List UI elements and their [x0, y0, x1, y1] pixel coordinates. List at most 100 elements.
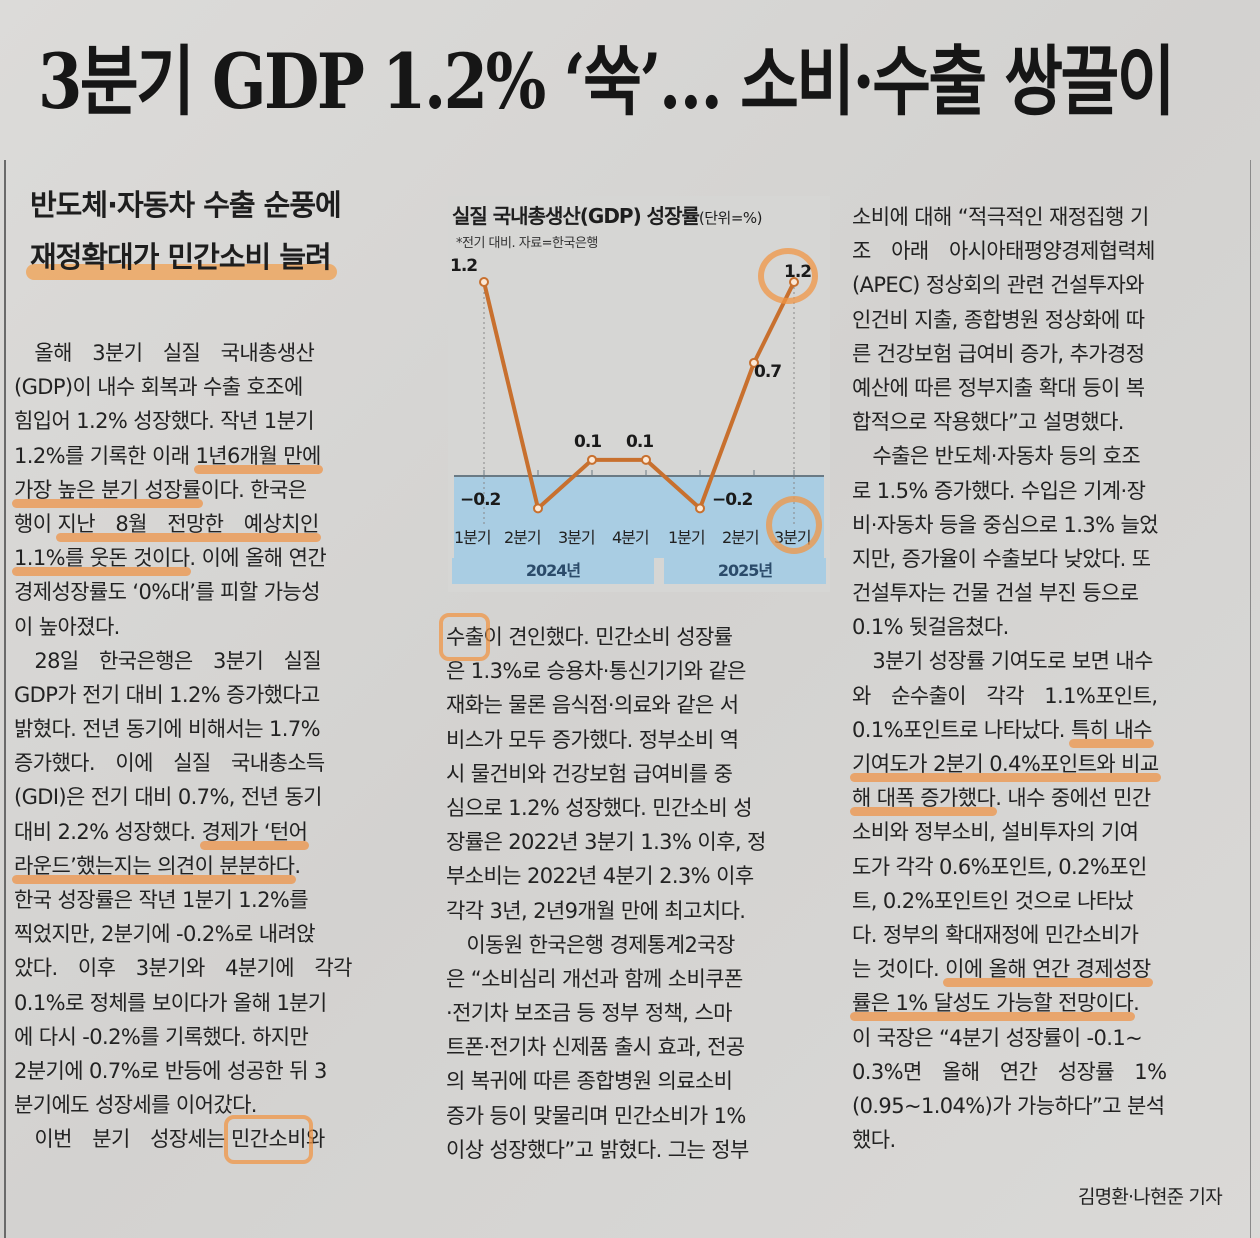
highlighted-text: 가장 높은 분기 성장률 [14, 477, 201, 502]
text-line: 인건비 지출, 종합병원 정상화에 따 [852, 307, 1145, 332]
text-line: 로 1.5% 증가했다. 수입은 기계·장 [852, 478, 1146, 503]
text-line: 소비와 정부소비, 설비투자의 기여 [852, 820, 1139, 845]
highlighted-text: 이에 올해 연간 경제성장 [945, 957, 1151, 982]
text-line: 힘입어 1.2% 성장했다. 작년 1분기 [14, 409, 315, 434]
text-line: (GDI)은 전기 대비 0.7%, 전년 동기 [14, 785, 323, 810]
year-band: 2024년 [452, 558, 654, 584]
text-line: (APEC) 정상회의 관련 건설투자와 [852, 273, 1145, 298]
text-line: 률은 1% 달성도 가능할 전망이다. [852, 991, 1140, 1016]
text-line: 3분기 성장률 기여도로 보면 내수 [852, 649, 1153, 674]
highlight-circle [766, 496, 822, 554]
value-label: −0.2 [712, 490, 753, 510]
text-line: 트, 0.2%포인트인 것으로 나타났 [852, 888, 1134, 913]
text-line: 증가했다. 이에 실질 국내총소득 [14, 751, 325, 776]
article-column-2: 수출이 견인했다. 민간소비 성장률 은 1.3%로 승용차·통신기기와 같은 재화… [438, 612, 836, 1167]
text-line: 았다. 이후 3분기와 4분기에 각각 [14, 956, 352, 981]
text-line: 에 다시 -0.2%를 기록했다. 하지만 [14, 1024, 309, 1049]
data-point-marker [533, 503, 543, 514]
text-line: 재화는 물론 음식점·의료와 같은 서 [446, 693, 739, 718]
text-line: 밝혔다. 전년 동기에 비해서는 1.7% [14, 717, 321, 742]
year-band: 2025년 [664, 558, 826, 584]
boxed-text: 민간소비 [224, 1115, 313, 1164]
boxed-text: 수출 [438, 612, 491, 662]
data-point-marker [587, 454, 597, 465]
text-line: 행이 지난 8월 전망한 예상치인 [14, 511, 319, 536]
text-line: 라운드’했는지는 의견이 분분하다. [14, 853, 301, 878]
growth-line [482, 281, 796, 511]
text-line: 이동원 한국은행 경제통계2국장 [446, 932, 735, 957]
text-line: 예산에 따른 정부지출 확대 등이 복 [852, 375, 1145, 400]
text-line: 이 높아졌다. [14, 614, 120, 639]
text-line: 1.1%를 웃돈 것이다. 이에 올해 연간 [14, 546, 327, 571]
highlight-circle [758, 248, 818, 304]
quarter-label: 1분기 [454, 528, 492, 547]
text-line: 찍었지만, 2분기에 -0.2%로 내려앉 [14, 922, 316, 947]
subhead-line-2: 재정확대가 민간소비 늘려 [26, 234, 430, 280]
byline: 김명환·나현준 기자 [1078, 1186, 1223, 1208]
column-rule [1250, 160, 1251, 1238]
chart-title: 실질 국내총생산(GDP) 성장률(단위=%) [452, 204, 763, 228]
highlighted-text: 라운드’했는지는 의견이 분분하다 [14, 853, 295, 878]
text-line: 이 국장은 “4분기 성장률이 -0.1~ [852, 1025, 1143, 1050]
highlighted-subhead: 재정확대가 민간소비 늘려 [26, 234, 337, 280]
text-line: 의 복귀에 따른 종합병원 의료소비 [446, 1069, 733, 1094]
text-line: 0.3%면 올해 연간 성장률 1% [852, 1059, 1167, 1084]
chart-unit: (단위=%) [698, 209, 763, 227]
text-line: 심으로 1.2% 성장했다. 민간소비 성 [446, 795, 753, 820]
value-label: 0.1 [626, 432, 654, 452]
quarter-label: 3분기 [558, 528, 596, 547]
gdp-growth-chart: 실질 국내총생산(GDP) 성장률(단위=%) *전기 대비. 자료=한국은행 … [448, 196, 830, 592]
subhead-line-1: 반도체·자동차 수출 순풍에 [30, 188, 342, 222]
text-line: 건설투자는 건물 건설 부진 등으로 [852, 581, 1139, 606]
text-line: 다. 정부의 확대재정에 민간소비가 [852, 922, 1139, 947]
text-line: 올해 3분기 실질 국내총생산 [14, 341, 315, 365]
data-point-marker [695, 503, 705, 514]
headline: 3분기 GDP 1.2% ‘쑥’… 소비·수출 쌍끌이 [38, 37, 1175, 126]
text-line: 0.1% 뒷걸음쳤다. [852, 615, 1009, 640]
text-line: 분기에도 성장세를 이어갔다. [14, 1093, 257, 1118]
highlighted-text: 1년6개월 만에 [195, 443, 322, 468]
text-line: 각각 3년, 2년9개월 만에 최고치다. [446, 898, 746, 923]
text-line: 가장 높은 분기 성장률이다. 한국은 [14, 477, 307, 502]
text-line: 해 대폭 증가했다. 내수 중에선 민간 [852, 786, 1151, 811]
text-line: 이상 성장했다”고 밝혔다. 그는 정부 [446, 1137, 749, 1162]
text-line: 른 건강보험 급여비 증가, 추가경정 [852, 341, 1145, 366]
text-line: 합적으로 작용했다”고 설명했다. [852, 410, 1124, 435]
text-line: ·전기차 보조금 등 정부 정책, 스마 [446, 1001, 732, 1026]
text-line: 증가 등이 맞물리며 민간소비가 1% [446, 1103, 746, 1128]
text-line: 이번 분기 성장세는 민간소비와 [14, 1115, 424, 1164]
negative-area [454, 476, 824, 558]
text-line: 와 순수출이 각각 1.1%포인트, [852, 683, 1158, 708]
highlighted-text: 경제가 ‘턴어 [201, 819, 308, 844]
text-line: 대비 2.2% 성장했다. 경제가 ‘턴어 [14, 819, 308, 844]
text-line: 경제성장률도 ‘0%대’를 피할 가능성 [14, 580, 320, 605]
highlighted-text: 1.1%를 웃돈 것이다 [14, 546, 190, 571]
text-line: 소비에 대해 “적극적인 재정집행 기 [852, 205, 1149, 229]
text-line: 지만, 증가율이 수출보다 낮았다. 또 [852, 546, 1151, 571]
text-line: 수출은 반도체·자동차 등의 호조 [852, 444, 1141, 469]
text-line: 는 것이다. 이에 올해 연간 경제성장 [852, 957, 1151, 982]
text-line: 트폰·전기차 신제품 출시 효과, 전공 [446, 1035, 745, 1060]
text-line: 시 물건비와 건강보험 급여비를 중 [446, 761, 733, 786]
text-line: 0.1%로 정체를 보이다가 올해 1분기 [14, 990, 327, 1015]
text-line: 했다. [852, 1128, 896, 1153]
text-line: 한국 성장률은 작년 1분기 1.2%를 [14, 888, 309, 912]
text-line: 비스가 모두 증가했다. 정부소비 역 [446, 727, 739, 752]
value-label: 0.7 [754, 362, 782, 382]
chart-source-note: *전기 대비. 자료=한국은행 [456, 236, 598, 251]
data-point-marker [749, 357, 759, 368]
data-point-marker [479, 277, 489, 287]
text-line: (GDP)이 내수 회복과 수출 호조에 [14, 375, 303, 400]
text-line: 조 아래 아시아태평양경제협력체 [852, 239, 1155, 264]
text-line: 은 “소비심리 개선과 함께 소비쿠폰 [446, 966, 743, 991]
text-line: GDP가 전기 대비 1.2% 증가했다고 [14, 682, 320, 707]
value-label: −0.2 [460, 490, 501, 510]
text-line: 2분기에 0.7%로 반등에 성공한 뒤 3 [14, 1058, 327, 1083]
quarter-label: 1분기 [668, 528, 706, 547]
text-line: 기여도가 2분기 0.4%포인트와 비교 [852, 747, 1252, 781]
value-label: 1.2 [450, 256, 478, 276]
quarter-label: 2분기 [722, 528, 760, 547]
text-line: (0.95~1.04%)가 가능하다”고 분석 [852, 1093, 1165, 1118]
